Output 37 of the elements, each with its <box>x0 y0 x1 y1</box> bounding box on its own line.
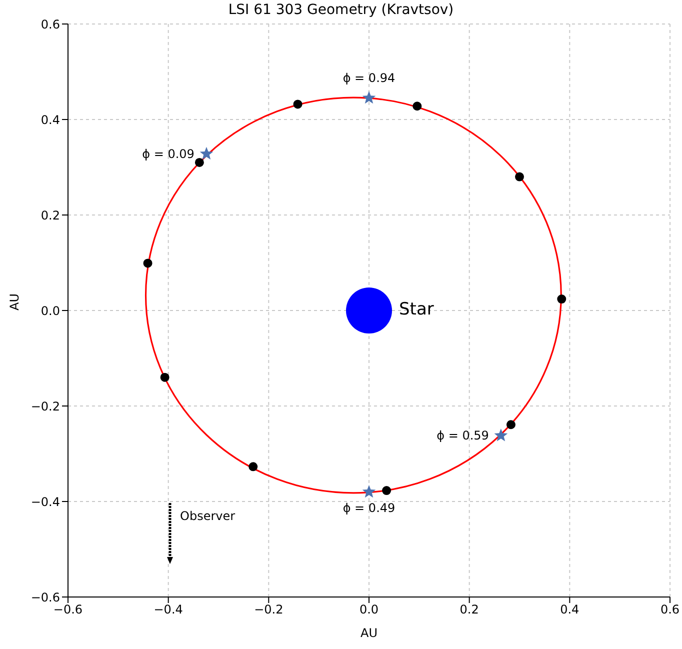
annotation: ϕ = 0.59 <box>436 428 489 443</box>
y-tick-label: 0.6 <box>40 17 60 32</box>
point <box>160 372 170 382</box>
y-tick-label: −0.6 <box>30 590 60 604</box>
point <box>494 428 508 442</box>
y-tick-label: −0.2 <box>30 399 60 414</box>
point <box>506 420 516 430</box>
point <box>515 172 524 182</box>
y-tick-label: 0.2 <box>40 208 60 222</box>
annotation: ϕ = 0.94 <box>342 71 396 86</box>
annotation: Observer <box>180 509 236 523</box>
point <box>382 486 392 496</box>
x-tick-label: −0.6 <box>53 602 83 617</box>
point <box>200 146 214 160</box>
annotation: ϕ = 0.49 <box>342 500 396 515</box>
y-tick-label: −0.4 <box>30 494 60 509</box>
point <box>362 91 376 104</box>
x-tick-label: 0.2 <box>460 602 479 617</box>
annotation: Star <box>399 300 434 320</box>
x-tick-label: 0.0 <box>359 602 379 617</box>
x-tick-label: 0.4 <box>560 602 580 617</box>
chart-title: LSI 61 303 Geometry (Kravtsov) <box>227 2 455 18</box>
x-axis-title: AU <box>360 626 378 640</box>
y-tick-label: 0.0 <box>40 304 60 318</box>
point <box>362 484 376 498</box>
point <box>248 462 258 472</box>
y-tick-label: 0.4 <box>40 112 60 127</box>
annotation: ϕ = 0.09 <box>142 146 194 161</box>
x-tick-label: 0.6 <box>660 602 680 617</box>
point <box>194 158 204 167</box>
x-tick-label: −0.4 <box>154 602 183 617</box>
point <box>143 258 152 268</box>
point <box>412 102 422 111</box>
point <box>557 294 566 304</box>
x-tick-label: −0.2 <box>254 602 284 617</box>
point <box>293 100 302 109</box>
y-axis-title: AU <box>7 294 22 310</box>
